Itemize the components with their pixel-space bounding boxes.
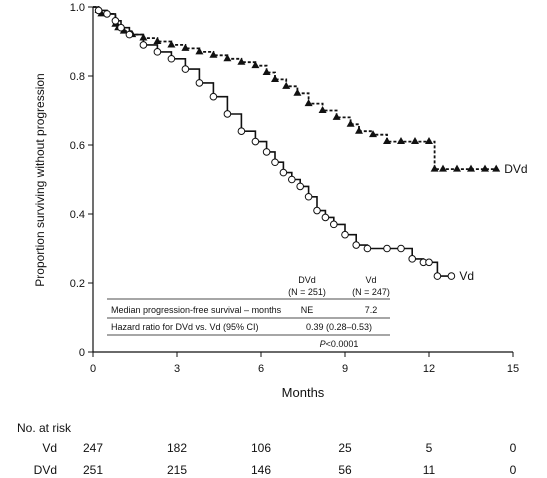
x-tick-label: 3 bbox=[174, 363, 180, 375]
point-vd bbox=[296, 182, 305, 191]
x-tick-label: 12 bbox=[423, 363, 435, 375]
table-row1-col1: NE bbox=[301, 305, 314, 315]
point-dvd bbox=[271, 74, 279, 82]
point-dvd bbox=[481, 164, 489, 172]
table-row1-col2: 7.2 bbox=[365, 305, 378, 315]
point-vd bbox=[237, 127, 246, 135]
point-dvd bbox=[262, 68, 271, 76]
series-line-dvd bbox=[93, 6, 497, 170]
annotation-table: DVd (N = 251) Vd (N = 247) Median progre… bbox=[107, 275, 390, 349]
point-dvd bbox=[153, 37, 162, 44]
x-tick-label: 15 bbox=[507, 363, 519, 375]
axes: 0 3 6 9 12 15 0 0.2 0.4 0.6 0.8 1.0 bbox=[70, 2, 519, 375]
point-vd bbox=[223, 110, 232, 118]
point-dvd bbox=[181, 43, 190, 51]
point-vd bbox=[341, 230, 349, 239]
point-vd bbox=[288, 175, 296, 184]
point-dvd bbox=[318, 106, 327, 113]
point-vd bbox=[251, 137, 260, 146]
point-dvd bbox=[383, 137, 391, 145]
point-vd bbox=[321, 213, 330, 222]
point-vd bbox=[111, 17, 120, 25]
p-value: <0.0001 bbox=[326, 339, 359, 349]
point-vd bbox=[117, 23, 125, 32]
x-tick-label: 6 bbox=[258, 363, 264, 375]
table-row1-label: Median progression-free survival – month… bbox=[111, 305, 282, 315]
series-label-vd: Vd bbox=[459, 269, 474, 283]
point-vd bbox=[195, 79, 204, 87]
point-dvd bbox=[439, 164, 447, 172]
point-dvd bbox=[492, 164, 501, 172]
point-dvd bbox=[430, 164, 439, 172]
point-vd bbox=[167, 54, 176, 63]
point-dvd bbox=[411, 137, 419, 145]
point-dvd bbox=[355, 126, 363, 134]
table-p-value: P<0.0001 bbox=[320, 339, 359, 349]
y-tick-label: 0.2 bbox=[70, 278, 85, 290]
point-dvd bbox=[209, 50, 218, 58]
point-dvd bbox=[167, 40, 176, 48]
table-col1-header: DVd bbox=[298, 275, 316, 285]
point-vd bbox=[181, 65, 190, 73]
series-layer: DVd Vd bbox=[93, 5, 528, 283]
p-label: P bbox=[320, 339, 326, 349]
x-axis-label: Months bbox=[282, 385, 325, 400]
table-row2-value: 0.39 (0.28–0.53) bbox=[306, 322, 372, 332]
point-vd bbox=[304, 192, 313, 201]
series-label-dvd: DVd bbox=[504, 162, 527, 176]
y-axis-label: Proportion surviving without progression bbox=[33, 73, 47, 286]
x-tick-label: 9 bbox=[342, 363, 348, 375]
point-vd bbox=[363, 244, 372, 253]
table-col2-sub: (N = 247) bbox=[352, 287, 390, 297]
point-dvd bbox=[251, 61, 260, 69]
point-vd bbox=[433, 272, 442, 280]
point-vd bbox=[447, 272, 456, 280]
point-vd bbox=[408, 255, 417, 263]
point-vd bbox=[153, 48, 162, 56]
point-vd bbox=[352, 241, 361, 249]
point-vd bbox=[279, 168, 288, 177]
point-vd bbox=[103, 10, 111, 18]
table-col2-header: Vd bbox=[365, 275, 376, 285]
point-vd bbox=[139, 41, 148, 49]
point-vd bbox=[262, 148, 271, 156]
point-vd bbox=[94, 6, 103, 15]
point-dvd bbox=[237, 57, 246, 65]
point-dvd bbox=[397, 137, 405, 145]
point-vd bbox=[397, 244, 405, 253]
point-vd bbox=[271, 158, 279, 167]
y-tick-label: 1.0 bbox=[70, 2, 85, 14]
point-dvd bbox=[453, 164, 461, 172]
table-col1-sub: (N = 251) bbox=[288, 287, 326, 297]
y-tick-label: 0.8 bbox=[70, 71, 85, 83]
point-dvd bbox=[293, 88, 302, 96]
point-dvd bbox=[369, 130, 377, 138]
y-tick-label: 0 bbox=[79, 347, 85, 359]
point-vd bbox=[313, 206, 321, 215]
point-vd bbox=[209, 92, 218, 101]
point-dvd bbox=[195, 47, 204, 55]
point-vd bbox=[383, 244, 391, 253]
point-dvd bbox=[346, 119, 355, 127]
y-tick-label: 0.4 bbox=[70, 209, 85, 221]
y-tick-label: 0.6 bbox=[70, 140, 85, 152]
point-dvd bbox=[332, 112, 341, 120]
point-vd bbox=[125, 30, 134, 39]
point-dvd bbox=[467, 164, 475, 172]
table-row2-label: Hazard ratio for DVd vs. Vd (95% CI) bbox=[111, 322, 259, 332]
point-vd bbox=[330, 220, 338, 229]
x-tick-label: 0 bbox=[90, 363, 96, 375]
point-vd bbox=[425, 258, 433, 267]
series-line-vd bbox=[93, 6, 452, 277]
point-dvd bbox=[425, 137, 433, 145]
point-dvd bbox=[304, 99, 313, 107]
point-dvd bbox=[223, 54, 232, 62]
point-dvd bbox=[282, 81, 291, 89]
